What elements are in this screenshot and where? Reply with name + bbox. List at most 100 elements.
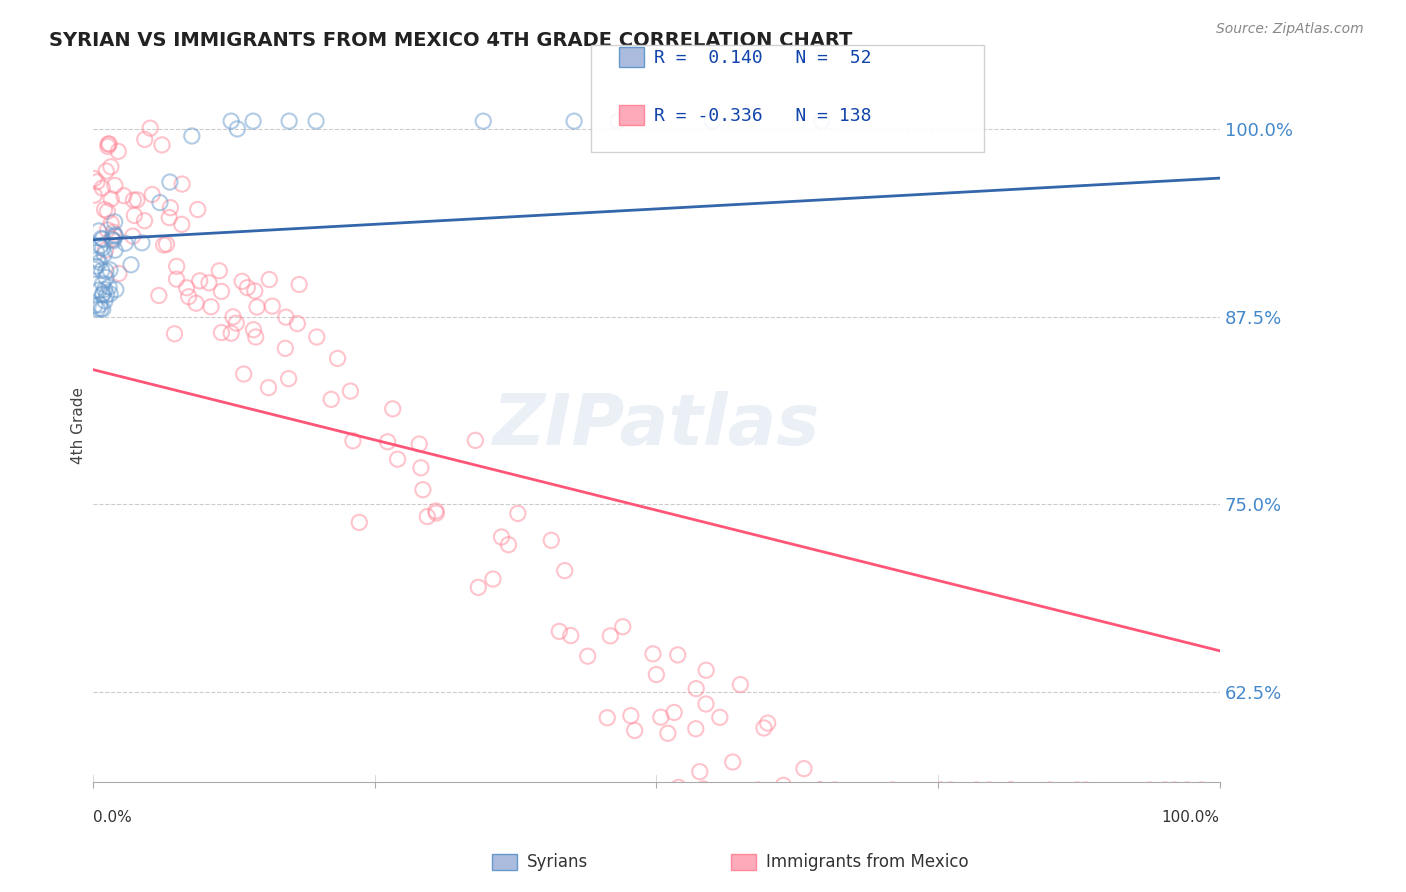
Point xyxy=(425,506,447,520)
Point xyxy=(104,178,127,193)
Point xyxy=(219,326,242,340)
Point xyxy=(93,202,115,217)
Point xyxy=(1000,783,1022,797)
Point xyxy=(112,188,135,202)
Point xyxy=(98,263,121,277)
Point xyxy=(125,193,148,207)
Point xyxy=(96,223,118,237)
Point xyxy=(148,288,170,302)
Point xyxy=(91,277,114,291)
Point xyxy=(425,504,447,518)
Point xyxy=(482,572,505,586)
Point xyxy=(90,231,112,245)
Point xyxy=(101,232,124,246)
Point xyxy=(412,483,434,497)
Point xyxy=(808,783,831,797)
Point xyxy=(620,708,643,723)
Point xyxy=(540,533,562,548)
Point xyxy=(685,681,707,696)
Point xyxy=(134,213,156,227)
Point xyxy=(83,262,105,277)
Point xyxy=(596,711,619,725)
Point xyxy=(141,187,163,202)
Point xyxy=(96,204,118,219)
Point xyxy=(91,232,114,246)
Point xyxy=(662,706,685,720)
Point xyxy=(721,755,744,769)
Point xyxy=(236,280,259,294)
Point xyxy=(326,351,349,366)
Point xyxy=(211,285,233,299)
Point xyxy=(97,139,120,153)
Point xyxy=(562,114,585,128)
Point xyxy=(243,284,266,298)
Text: ZIPatlas: ZIPatlas xyxy=(492,391,820,460)
Point xyxy=(103,225,125,239)
Point xyxy=(321,392,343,407)
Point xyxy=(702,114,724,128)
Point xyxy=(1191,783,1213,797)
Point xyxy=(810,114,832,128)
Point xyxy=(86,301,108,316)
Text: Syrians: Syrians xyxy=(527,853,589,871)
Point xyxy=(756,716,779,731)
Point xyxy=(219,114,242,128)
Point xyxy=(93,283,115,297)
Point xyxy=(409,460,432,475)
Point xyxy=(288,277,311,292)
Point xyxy=(91,301,114,316)
Point xyxy=(91,286,114,301)
Point xyxy=(824,783,846,797)
Point xyxy=(222,310,245,324)
Point xyxy=(89,298,111,312)
Point xyxy=(607,114,630,128)
Point xyxy=(709,710,731,724)
Point xyxy=(107,145,129,159)
Point xyxy=(91,241,114,255)
Point xyxy=(695,663,717,677)
Point xyxy=(689,764,711,779)
Point xyxy=(305,330,328,344)
Point xyxy=(100,216,122,230)
Point xyxy=(94,243,117,257)
Point xyxy=(231,274,253,288)
Point xyxy=(90,263,112,277)
Point xyxy=(93,247,115,261)
Point xyxy=(149,195,172,210)
Point xyxy=(387,452,409,467)
Point xyxy=(104,227,127,242)
Point xyxy=(122,193,145,207)
Point xyxy=(180,128,202,143)
Point xyxy=(467,580,489,594)
Point xyxy=(101,233,124,247)
Point xyxy=(96,287,118,301)
Point xyxy=(882,783,904,797)
Point xyxy=(104,244,127,258)
Y-axis label: 4th Grade: 4th Grade xyxy=(72,387,86,464)
Point xyxy=(612,620,634,634)
Point xyxy=(1074,783,1097,797)
Text: Source: ZipAtlas.com: Source: ZipAtlas.com xyxy=(1216,22,1364,37)
Point xyxy=(198,276,221,290)
Point xyxy=(695,697,717,711)
Text: R = -0.336   N = 138: R = -0.336 N = 138 xyxy=(654,107,872,125)
Point xyxy=(104,215,127,229)
Point xyxy=(98,287,121,301)
Point xyxy=(100,192,122,206)
Point xyxy=(645,667,668,681)
Point xyxy=(285,317,308,331)
Point xyxy=(103,234,125,248)
Point xyxy=(623,723,645,738)
Point xyxy=(155,237,177,252)
Point xyxy=(163,326,186,341)
Point xyxy=(554,564,576,578)
Point xyxy=(86,175,108,189)
Point xyxy=(100,160,122,174)
Point xyxy=(1164,783,1187,797)
Point xyxy=(692,782,714,797)
Point xyxy=(108,267,131,281)
Point xyxy=(232,367,254,381)
Point xyxy=(159,201,181,215)
Point xyxy=(464,434,486,448)
Point xyxy=(259,272,281,286)
